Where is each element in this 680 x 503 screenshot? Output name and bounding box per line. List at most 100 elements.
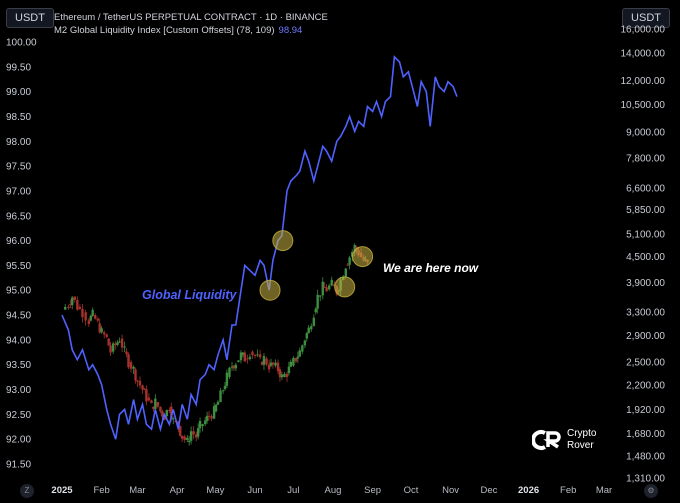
x-tick: Aug [325, 485, 342, 496]
candle-body [325, 287, 328, 292]
candle-body [316, 294, 319, 309]
left-y-tick: 95.00 [6, 286, 31, 297]
candle-body [314, 308, 317, 313]
crypto-rover-logo-icon [532, 430, 561, 450]
left-y-tick: 99.00 [6, 87, 31, 98]
logo-text-line1: Crypto [567, 428, 597, 439]
candle-body [307, 327, 310, 334]
timezone-button[interactable]: Z [20, 484, 34, 498]
candle-body [172, 418, 175, 420]
candle-body [353, 245, 356, 253]
candle-body [141, 385, 144, 390]
candle-body [348, 257, 351, 265]
candle-body [136, 380, 139, 382]
highlight-circle [334, 276, 356, 298]
x-tick: Oct [404, 485, 419, 496]
right-y-tick: 1,480.00 [626, 452, 665, 463]
quote-currency-badge-left[interactable]: USDT [6, 8, 54, 28]
candle-body [321, 281, 324, 296]
candle-body [111, 343, 115, 352]
candle-body [230, 366, 234, 368]
right-y-tick: 2,200.00 [626, 380, 665, 391]
candle-body [163, 416, 166, 421]
candle-body [207, 415, 211, 417]
candle-body [138, 380, 142, 386]
candle-body [323, 286, 326, 288]
candle-body [212, 406, 216, 419]
candle-body [73, 296, 76, 300]
x-tick: Dec [480, 485, 497, 496]
x-tick: Feb [93, 485, 109, 496]
candle-body [201, 424, 204, 427]
series-legend[interactable]: Ethereum / TetherUS PERPETUAL CONTRACT ·… [54, 12, 328, 23]
candle-body [256, 354, 259, 356]
indicator-legend[interactable]: M2 Global Liquidity Index [Custom Offset… [54, 25, 302, 36]
quote-currency-badge-right[interactable]: USDT [622, 8, 670, 28]
candle-body [161, 411, 164, 417]
left-y-tick: 92.50 [6, 410, 31, 421]
candle-body [156, 402, 160, 407]
candle-body [310, 326, 313, 330]
x-tick: Mar [129, 485, 145, 496]
candle-body [109, 345, 112, 353]
candle-body [280, 374, 284, 378]
right-y-tick: 10,500.00 [621, 100, 666, 111]
x-tick: May [206, 485, 224, 496]
candle-body [243, 352, 246, 362]
candle-body [292, 357, 295, 366]
x-tick: Jun [247, 485, 262, 496]
indicator-value: 98.94 [278, 25, 303, 36]
candle-body [246, 358, 249, 360]
candle-body [63, 306, 67, 310]
candle-body [210, 416, 213, 419]
candle-body [205, 415, 209, 421]
candle-body [216, 401, 220, 405]
left-y-axis: 100.00 99.50 99.00 98.50 98.00 97.50 97.00 96.5… [6, 38, 37, 471]
settings-gear-icon[interactable]: ⚙ [644, 484, 658, 498]
candle-body [168, 409, 171, 411]
candle-body [228, 367, 231, 378]
candle-body [303, 340, 307, 346]
candle-body [180, 435, 184, 439]
candle-body [305, 333, 308, 339]
right-y-tick: 16,000.00 [621, 25, 666, 36]
candle-body [102, 332, 106, 335]
x-tick: 2025 [51, 485, 73, 496]
highlight-circle [259, 279, 281, 301]
candle-body [214, 404, 218, 412]
left-y-tick: 94.00 [6, 335, 31, 346]
left-y-tick: 95.50 [6, 261, 31, 272]
candle-body [344, 268, 347, 277]
candle-body [195, 434, 198, 438]
candle-body [154, 398, 157, 409]
left-y-tick: 92.00 [6, 435, 31, 446]
candle-body [187, 440, 191, 443]
candle-body [147, 397, 151, 401]
right-y-tick: 5,850.00 [626, 205, 665, 216]
candle-body [301, 345, 304, 352]
candle-body [283, 373, 286, 378]
candle-body [71, 297, 74, 305]
candle-body [319, 295, 322, 297]
candle-body [258, 354, 262, 358]
right-y-tick: 1,310.00 [626, 474, 665, 485]
candle-body [100, 328, 103, 333]
right-y-tick: 6,600.00 [626, 183, 665, 194]
candle-body [237, 360, 240, 363]
candle-body [289, 361, 293, 367]
x-tick: Mar [596, 485, 612, 496]
candle-body [262, 356, 266, 365]
candle-body [265, 358, 268, 365]
candle-body [179, 426, 182, 436]
candle-body [78, 306, 82, 309]
left-y-tick: 93.50 [6, 360, 31, 371]
candle-body [260, 362, 264, 365]
candle-body [67, 306, 70, 308]
right-y-tick: 5,100.00 [626, 230, 665, 241]
x-tick: Apr [170, 485, 185, 496]
right-y-tick: 3,900.00 [626, 278, 665, 289]
candle-body [296, 356, 300, 359]
candle-body [143, 389, 146, 391]
candle-body [278, 369, 282, 378]
